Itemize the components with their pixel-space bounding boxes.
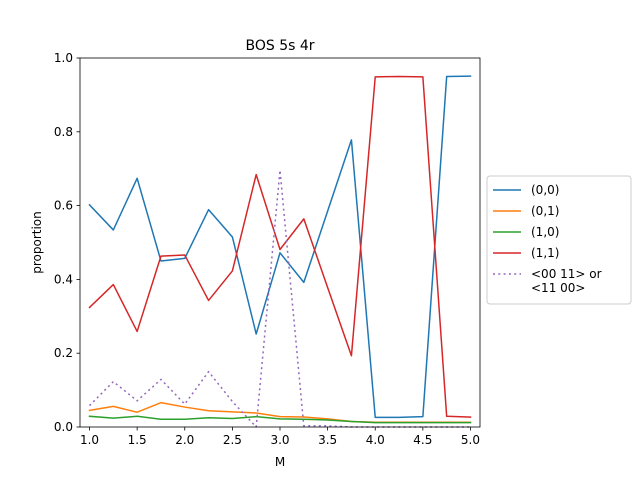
x-tick-label: 5.0 [461, 433, 480, 447]
legend-label-2: (0,1) [531, 204, 559, 218]
x-tick-label: 3.0 [270, 433, 289, 447]
y-tick-label: 1.0 [54, 51, 73, 65]
legend-label-4: (1,1) [531, 246, 559, 260]
x-tick-label: 2.0 [175, 433, 194, 447]
legend-items: (0,0) (0,1) (1,0) (1,1) <00 11> or <11 00> [493, 183, 602, 295]
series-line-4 [88, 75, 472, 418]
series-layer [88, 75, 472, 428]
x-tick-label: 1.5 [128, 433, 147, 447]
x-axis-label: M [275, 455, 285, 469]
legend-label-3: (1,0) [531, 225, 559, 239]
y-tick-label: 0.6 [54, 199, 73, 213]
legend-frame [486, 175, 632, 305]
y-tick-label: 0.2 [54, 346, 73, 360]
x-tick-label: 3.5 [318, 433, 337, 447]
y-tick-label: 0.4 [54, 272, 73, 286]
y-axis-label: proportion [30, 211, 44, 274]
x-tick-label: 1.0 [80, 433, 99, 447]
series-line-5 [88, 169, 471, 428]
legend-label-1: (0,0) [531, 183, 559, 197]
x-tick-label: 4.0 [366, 433, 385, 447]
series-line-1 [88, 75, 472, 419]
axis-layer: 1.0 1.5 2.0 2.5 3.0 3.5 4.0 4.5 5.0 0.0 0.2 0.4 0.6 0… [54, 51, 480, 447]
y-tick-label: 0.8 [54, 125, 73, 139]
y-tick-label: 0.0 [54, 420, 73, 434]
series-line-3 [88, 415, 472, 424]
x-tick-label: 4.5 [413, 433, 432, 447]
legend-label-5: <00 11> or <11 00> [531, 267, 602, 295]
x-tick-label: 2.5 [223, 433, 242, 447]
chart-title: BOS 5s 4r [245, 38, 314, 54]
legend: (0,0) (0,1) (1,0) (1,1) <00 11> or <11 00> [486, 175, 632, 305]
